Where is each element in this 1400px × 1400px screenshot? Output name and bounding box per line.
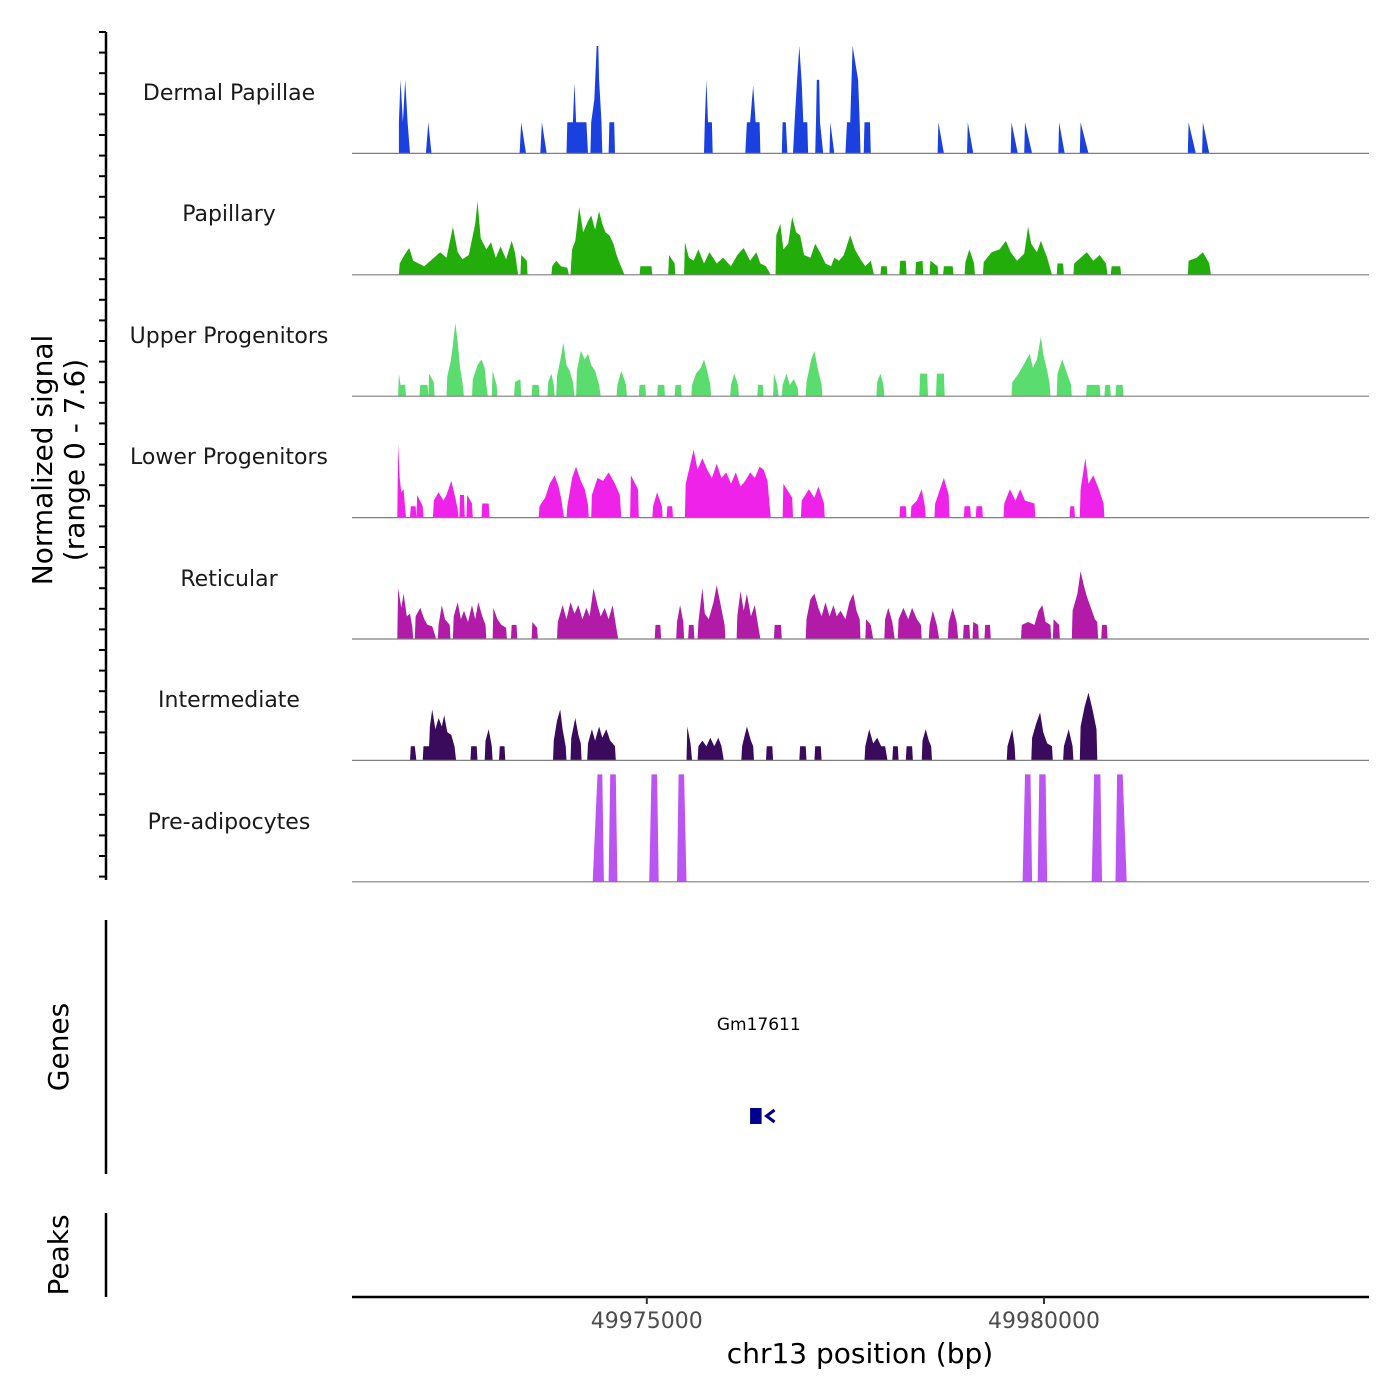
gene-annotations: Gm17611 xyxy=(717,1015,801,1124)
coverage-area-pre-adipocytes xyxy=(592,774,1127,882)
peaks-panel-title: Peaks xyxy=(42,1214,75,1295)
track-upper-progenitors xyxy=(352,322,1369,397)
track-label-pre-adipocytes: Pre-adipocytes xyxy=(148,810,311,835)
x-tick-label: 49980000 xyxy=(988,1309,1100,1334)
gene-strand-arrow xyxy=(764,1108,776,1124)
track-dermal-papillae xyxy=(352,46,1369,154)
x-axis-title: chr13 position (bp) xyxy=(727,1337,993,1370)
track-pre-adipocytes xyxy=(352,774,1369,883)
track-label-intermediate: Intermediate xyxy=(158,688,300,713)
coverage-area-reticular xyxy=(397,571,1108,639)
y-axis-ticks xyxy=(99,31,106,878)
coverage-tracks xyxy=(352,46,1369,883)
track-reticular xyxy=(352,571,1369,640)
coverage-area-dermal-papillae xyxy=(398,46,1210,154)
track-label-papillary: Papillary xyxy=(182,202,276,227)
track-label-reticular: Reticular xyxy=(180,567,278,592)
coverage-area-papillary xyxy=(398,201,1211,275)
gene-body-gm17611 xyxy=(750,1108,762,1124)
track-label-dermal-papillae: Dermal Papillae xyxy=(143,81,315,106)
track-label-upper-progenitors: Upper Progenitors xyxy=(130,324,329,349)
coverage-area-upper-progenitors xyxy=(398,322,1124,397)
genes-panel-title: Genes xyxy=(42,1003,75,1091)
gene-label-gm17611: Gm17611 xyxy=(717,1015,801,1035)
x-axis-ticks: 49975000 49980000 xyxy=(591,1297,1100,1334)
y-axis-title: Normalized signal xyxy=(26,335,59,586)
track-intermediate xyxy=(352,692,1369,762)
track-lower-progenitors xyxy=(352,444,1369,519)
coverage-area-intermediate xyxy=(410,692,1098,761)
track-label-lower-progenitors: Lower Progenitors xyxy=(130,445,328,470)
track-papillary xyxy=(352,201,1369,276)
x-tick-label: 49975000 xyxy=(591,1309,703,1334)
y-axis-title-range: (range 0 - 7.6) xyxy=(58,359,91,561)
coverage-area-lower-progenitors xyxy=(397,444,1105,518)
